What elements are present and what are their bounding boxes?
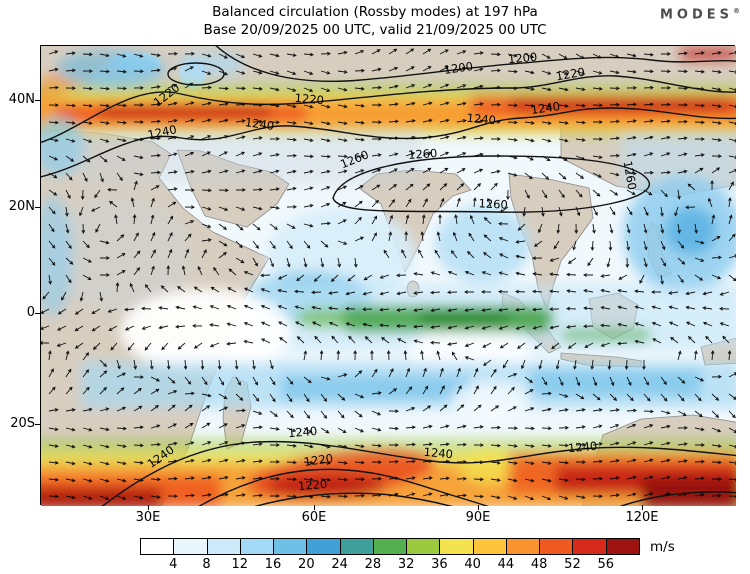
chart-subtitle: Base 20/09/2025 00 UTC, valid 21/09/2025… bbox=[203, 22, 547, 38]
contour-line-1200-north bbox=[215, 46, 736, 82]
contour-label: 1220 bbox=[555, 65, 586, 84]
y-axis-tick-mark bbox=[35, 424, 40, 425]
contour-label: 1220 bbox=[303, 451, 334, 469]
colorbar-tick-label: 4 bbox=[169, 557, 178, 572]
contour-label: 1260 bbox=[408, 146, 438, 162]
contour-label: 1200 bbox=[507, 50, 537, 66]
colorbar-tick-label: 16 bbox=[264, 557, 282, 572]
colorbar-tick-label: 24 bbox=[331, 557, 348, 572]
contour-line-1220-north bbox=[41, 75, 736, 144]
contour-label: 1240 bbox=[146, 122, 178, 142]
contour-label: 1200 bbox=[443, 59, 474, 77]
colorbar-tick-label: 32 bbox=[397, 557, 415, 572]
colorbar-cell: 24 bbox=[307, 539, 348, 572]
y-axis-tick-label: 40N bbox=[8, 92, 35, 107]
contour-label: 1220 bbox=[297, 477, 327, 493]
colorbar-tick-label: 8 bbox=[202, 557, 211, 572]
colorbar-tick-label: 48 bbox=[530, 557, 548, 572]
x-axis-tick-mark bbox=[314, 505, 315, 510]
colorbar: 4 8 12 16 20 24 28 32 36 40 44 48 52 56 bbox=[140, 538, 640, 572]
contour-label: 1220 bbox=[294, 91, 324, 107]
contour-label: 1240 bbox=[530, 99, 561, 117]
contour-label: 1240 bbox=[244, 115, 275, 133]
contour-lines bbox=[41, 46, 736, 506]
contour-label: 1240 bbox=[287, 424, 317, 440]
colorbar-cell: 8 bbox=[174, 539, 211, 572]
x-axis-tick-label: 90E bbox=[465, 510, 491, 525]
colorbar-cell: 12 bbox=[207, 539, 248, 572]
colorbar-tick-label: 44 bbox=[497, 557, 515, 572]
colorbar-unit-label: m/s bbox=[650, 539, 675, 555]
contour-label: 1240 bbox=[466, 111, 496, 127]
colorbar-tick-label: 40 bbox=[464, 557, 481, 572]
x-axis-tick-label: 120E bbox=[625, 510, 659, 525]
map-plot: 1220 1200 1200 1220 1220 1240 1240 1240 1240 1260… bbox=[41, 46, 736, 506]
colorbar-tick-label: 52 bbox=[564, 557, 581, 572]
contour-labels: 1220 1200 1200 1220 1220 1240 1240 1240 1240 1260… bbox=[145, 50, 640, 493]
colorbar-cell: 52 bbox=[540, 539, 581, 572]
map-plot-area: 1220 1200 1200 1220 1220 1240 1240 1240 1240 1260… bbox=[40, 45, 736, 506]
colorbar-cell: 40 bbox=[440, 539, 481, 572]
colorbar-cell: 32 bbox=[373, 539, 414, 572]
colorbar-cell: 44 bbox=[473, 539, 514, 572]
wind-arrow-glyphs bbox=[41, 48, 736, 501]
colorbar-cell: 4 bbox=[141, 539, 177, 572]
contour-line-1220-south bbox=[198, 468, 490, 506]
registered-mark: ® bbox=[733, 7, 740, 15]
colorbar-tick-label: 12 bbox=[231, 557, 249, 572]
colorbar-cell: 28 bbox=[340, 539, 381, 572]
x-axis-tick-mark bbox=[642, 505, 643, 510]
y-axis-tick-mark bbox=[35, 207, 40, 208]
contour-label: 1240 bbox=[567, 439, 597, 455]
wind-speed-shading bbox=[41, 48, 736, 506]
y-axis-tick-mark bbox=[35, 313, 40, 314]
y-axis-tick-label: 20S bbox=[10, 416, 35, 431]
colorbar-tick-label: 20 bbox=[298, 557, 315, 572]
contour-line-1240-north bbox=[41, 107, 736, 178]
colorbar-cell: 56 bbox=[573, 539, 614, 572]
colorbar-tick-label: 36 bbox=[431, 557, 448, 572]
contour-line-south-right bbox=[619, 491, 736, 506]
y-axis-tick-label: 20N bbox=[8, 199, 35, 214]
x-axis-tick-label: 60E bbox=[301, 510, 327, 525]
contour-loop-north bbox=[167, 62, 225, 86]
wind-vector-arrows bbox=[41, 48, 736, 501]
colorbar-cell: 20 bbox=[274, 539, 315, 572]
contour-label: 1240 bbox=[423, 445, 453, 461]
contour-label: 1260 bbox=[478, 196, 508, 212]
contour-line-1220-south-inner bbox=[254, 492, 453, 506]
x-axis-tick-mark bbox=[148, 505, 149, 510]
colorbar-cell: 48 bbox=[506, 539, 547, 572]
contour-line-1240-south bbox=[101, 440, 736, 506]
x-axis-tick-label: 30E bbox=[135, 510, 161, 525]
colorbar-tick-label: 28 bbox=[364, 557, 382, 572]
contour-label: 1260 bbox=[621, 160, 640, 191]
colorbar-cell: 36 bbox=[407, 539, 448, 572]
modes-logo: MODES® bbox=[660, 7, 740, 22]
modes-logo-text: MODES bbox=[659, 7, 733, 23]
y-axis-tick-mark bbox=[35, 100, 40, 101]
chart-title: Balanced circulation (Rossby modes) at 1… bbox=[212, 4, 538, 20]
contour-loop-1260 bbox=[332, 155, 650, 213]
y-axis-tick-label: 0 bbox=[26, 305, 35, 320]
colorbar-cell bbox=[606, 539, 639, 554]
colorbar-tick-label: 56 bbox=[597, 557, 614, 572]
x-axis-tick-mark bbox=[478, 505, 479, 510]
colorbar-cell: 16 bbox=[240, 539, 281, 572]
